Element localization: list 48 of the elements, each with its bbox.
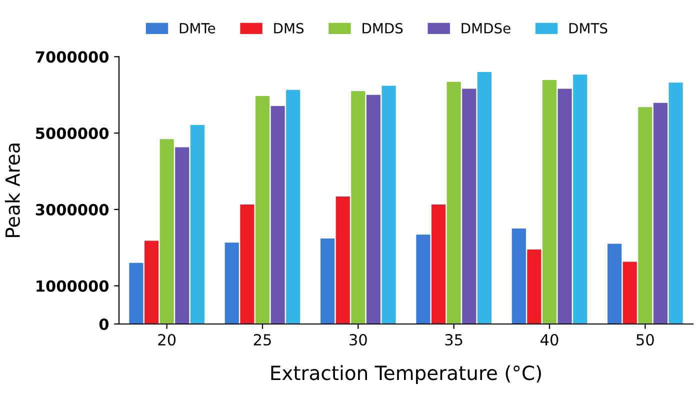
bar [527,250,542,324]
x-tick-label: 40 [540,334,558,346]
x-tick-label: 20 [158,334,176,346]
bar [638,107,652,324]
bar [608,244,622,324]
bar [446,82,461,324]
legend-label: DMDSe [462,22,510,34]
bar [129,262,144,324]
bar [320,238,335,324]
bar [224,242,239,324]
bar [542,80,557,324]
y-tick-label: 1000000 [36,280,109,292]
y-tick-label: 0 [99,318,109,330]
y-axis-title: Peak Area [4,144,20,237]
legend-label: DMTS [569,22,608,34]
bar [351,91,366,324]
x-tick-label: 35 [445,334,462,346]
x-tick-label: 30 [350,334,367,346]
legend-label: DMS [274,22,304,34]
bar [190,125,204,324]
bar [336,196,350,324]
bar [144,240,159,324]
bar [270,106,285,324]
bar [558,88,572,324]
bar [240,204,254,324]
bar [286,90,300,324]
x-tick-label: 25 [254,334,271,346]
bar [175,147,190,324]
bar [512,228,526,324]
bar [382,86,396,324]
bar [477,72,492,324]
bar [416,234,430,324]
legend-label: DMTe [180,23,216,34]
bar [255,96,270,324]
x-tick-label: 50 [636,334,654,346]
x-axis-title: Extraction Temperature (°C) [271,365,541,384]
bar [431,204,446,324]
bar [668,82,683,324]
legend-label: DMDS [362,22,403,34]
bar [573,74,588,324]
y-tick-label: 7000000 [36,51,109,63]
bar [622,262,637,324]
bar [160,139,174,324]
bar [462,88,476,324]
bar [653,102,668,324]
bar [366,94,381,324]
y-tick-label: 5000000 [36,128,109,140]
y-tick-label: 3000000 [36,204,109,216]
